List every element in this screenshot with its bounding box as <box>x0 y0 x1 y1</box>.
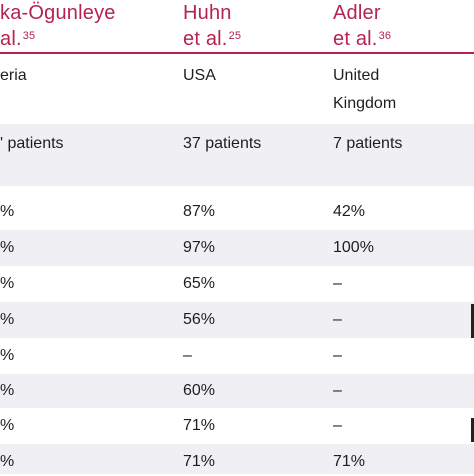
column-header-3-ref[interactable]: 36 <box>378 30 392 42</box>
table-row: % 71% – <box>0 408 474 444</box>
table-cell: – <box>183 347 192 364</box>
table-cell: % <box>0 203 15 220</box>
table-cell: % <box>0 275 15 292</box>
column-header-2-line2: et al. <box>183 28 228 50</box>
table-row: % – – <box>0 338 474 374</box>
table-cell: 65% <box>183 275 216 292</box>
table-cell: eria <box>0 67 27 84</box>
column-header-2-ref[interactable]: 25 <box>228 30 242 42</box>
column-header-3-line2-wrap: et al.36 <box>333 26 391 52</box>
table-cell: 71% <box>183 417 216 434</box>
column-header-2: Huhn <box>183 0 232 26</box>
table-cell: 87% <box>183 203 216 220</box>
table-cell: % <box>0 239 15 256</box>
table-row: % 71% 71% <box>0 444 474 474</box>
column-header-1-line2-wrap: al.35 <box>0 26 35 52</box>
table-row: % 56% – <box>0 302 474 338</box>
table-cell: 56% <box>183 311 216 328</box>
table-cell: – <box>333 275 342 292</box>
column-header-3-line1: Adler <box>333 2 381 24</box>
column-header-2-line2-wrap: et al.25 <box>183 26 241 52</box>
column-header-1: ka-Ögunleye <box>0 0 116 26</box>
table-row: % 65% – <box>0 266 474 302</box>
column-header-1-line1: ka-Ögunleye <box>0 2 116 24</box>
table-row: eria USA United Kingdom <box>0 62 474 120</box>
table-cell: 37 patients <box>183 135 262 152</box>
table-cell: 60% <box>183 382 216 399</box>
table-cell: 71% <box>183 453 216 470</box>
table-cell: % <box>0 347 15 364</box>
column-header-3-line2: et al. <box>333 28 378 50</box>
table-cell: % <box>0 382 15 399</box>
table-cell: – <box>333 311 342 328</box>
table-cell: Kingdom <box>333 95 397 112</box>
table-cell: USA <box>183 67 216 84</box>
table-cell: 97% <box>183 239 216 256</box>
column-header-1-line2: al. <box>0 28 22 50</box>
table-cell: – <box>333 347 342 364</box>
table-cell: 7 patients <box>333 135 403 152</box>
column-header-3: Adler <box>333 0 381 26</box>
table-row: ' patients 37 patients 7 patients <box>0 124 474 186</box>
table-cell: – <box>333 417 342 434</box>
table-cell: – <box>333 382 342 399</box>
cropped-column-edge <box>471 304 474 338</box>
table-row: % 97% 100% <box>0 230 474 266</box>
column-header-1-ref[interactable]: 35 <box>22 30 36 42</box>
column-header-2-line1: Huhn <box>183 2 232 24</box>
table-cell: ' patients <box>0 135 64 152</box>
table-cell: 100% <box>333 239 374 256</box>
table-cell: % <box>0 311 15 328</box>
table-cell: 42% <box>333 203 366 220</box>
table-row: % 60% – <box>0 374 474 408</box>
cropped-column-edge <box>471 418 474 442</box>
table-cell: % <box>0 453 15 470</box>
header-divider <box>0 52 474 54</box>
table-cell: United <box>333 67 380 84</box>
table-cell: % <box>0 417 15 434</box>
table-cell: 71% <box>333 453 366 470</box>
table-row: % 87% 42% <box>0 196 474 230</box>
